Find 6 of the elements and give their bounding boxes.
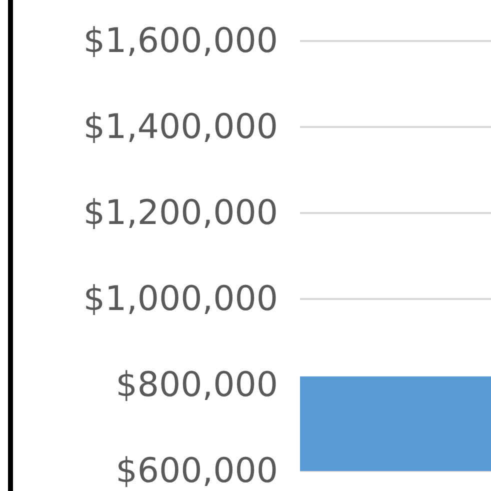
- y-tick-label: $600,000: [116, 451, 278, 491]
- y-tick-label: $1,600,000: [83, 21, 278, 61]
- y-tick-label: $1,400,000: [83, 107, 278, 147]
- y-tick-label: $1,200,000: [83, 193, 278, 233]
- y-tick-label: $1,000,000: [83, 279, 278, 319]
- y-tick-label: $800,000: [116, 365, 278, 405]
